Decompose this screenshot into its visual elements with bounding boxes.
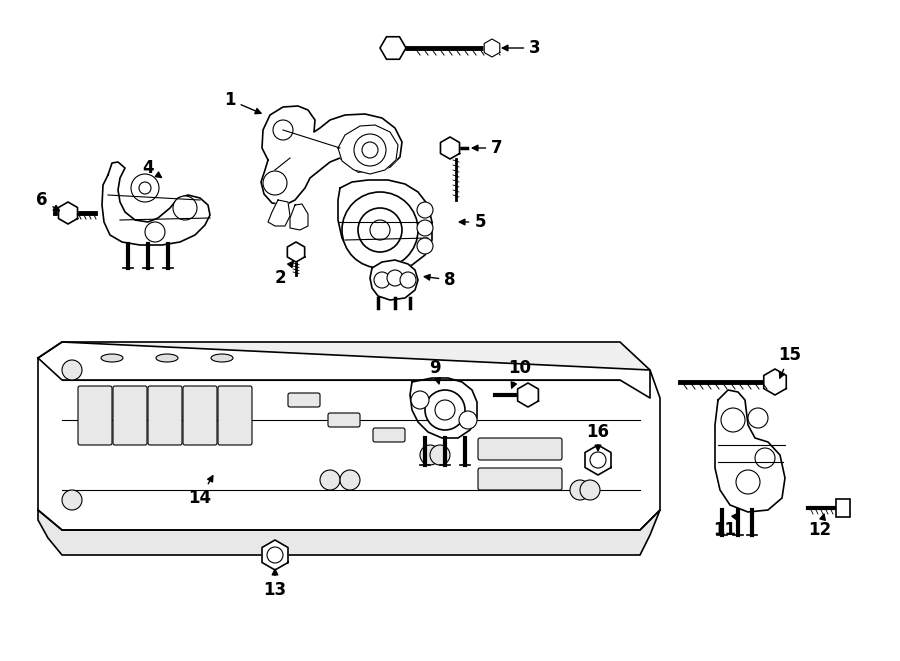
Circle shape <box>425 390 465 430</box>
Circle shape <box>387 270 403 286</box>
Polygon shape <box>410 378 477 438</box>
Polygon shape <box>440 137 460 159</box>
FancyBboxPatch shape <box>373 428 405 442</box>
Circle shape <box>362 142 378 158</box>
Text: 13: 13 <box>264 569 286 599</box>
Circle shape <box>430 445 450 465</box>
Text: 16: 16 <box>587 423 609 451</box>
Circle shape <box>736 470 760 494</box>
FancyBboxPatch shape <box>478 438 562 460</box>
Circle shape <box>400 272 416 288</box>
Text: 14: 14 <box>188 476 212 507</box>
Circle shape <box>267 547 283 563</box>
Text: 10: 10 <box>508 359 532 388</box>
Polygon shape <box>262 540 288 570</box>
Text: 6: 6 <box>36 191 59 211</box>
Polygon shape <box>338 125 398 174</box>
Circle shape <box>62 490 82 510</box>
Text: 8: 8 <box>424 271 455 289</box>
Circle shape <box>342 192 418 268</box>
Text: 7: 7 <box>472 139 503 157</box>
Circle shape <box>570 480 590 500</box>
FancyBboxPatch shape <box>183 386 217 445</box>
Circle shape <box>590 452 606 468</box>
Circle shape <box>62 360 82 380</box>
Text: 4: 4 <box>142 159 161 178</box>
Circle shape <box>417 202 433 218</box>
Polygon shape <box>38 510 660 555</box>
Polygon shape <box>585 445 611 475</box>
FancyBboxPatch shape <box>113 386 147 445</box>
Polygon shape <box>290 204 308 230</box>
Polygon shape <box>102 162 210 245</box>
Text: 12: 12 <box>808 514 832 539</box>
Ellipse shape <box>156 354 178 362</box>
Circle shape <box>273 120 293 140</box>
FancyBboxPatch shape <box>288 393 320 407</box>
Circle shape <box>417 238 433 254</box>
Circle shape <box>131 174 159 202</box>
Circle shape <box>370 220 390 240</box>
Polygon shape <box>261 106 402 205</box>
Circle shape <box>420 445 440 465</box>
Circle shape <box>139 182 151 194</box>
Ellipse shape <box>211 354 233 362</box>
FancyBboxPatch shape <box>218 386 252 445</box>
Polygon shape <box>518 383 538 407</box>
Text: 5: 5 <box>459 213 486 231</box>
Ellipse shape <box>101 354 123 362</box>
Polygon shape <box>380 37 406 59</box>
Circle shape <box>340 470 360 490</box>
Polygon shape <box>370 260 418 300</box>
Polygon shape <box>715 390 785 512</box>
Circle shape <box>417 220 433 236</box>
Circle shape <box>320 470 340 490</box>
Text: 1: 1 <box>224 91 261 114</box>
Circle shape <box>755 448 775 468</box>
Polygon shape <box>338 180 432 270</box>
Polygon shape <box>58 202 77 224</box>
FancyBboxPatch shape <box>148 386 182 445</box>
Text: 15: 15 <box>778 346 802 378</box>
Text: 2: 2 <box>274 261 293 287</box>
Circle shape <box>374 272 390 288</box>
Circle shape <box>580 480 600 500</box>
Polygon shape <box>484 39 500 57</box>
FancyBboxPatch shape <box>478 468 562 490</box>
Polygon shape <box>287 242 305 262</box>
Circle shape <box>354 134 386 166</box>
Circle shape <box>459 411 477 429</box>
FancyBboxPatch shape <box>836 499 850 517</box>
Circle shape <box>263 171 287 195</box>
Circle shape <box>435 400 455 420</box>
Circle shape <box>721 408 745 432</box>
FancyBboxPatch shape <box>328 413 360 427</box>
Polygon shape <box>38 342 660 530</box>
Text: 3: 3 <box>502 39 541 57</box>
FancyBboxPatch shape <box>78 386 112 445</box>
Circle shape <box>145 222 165 242</box>
Circle shape <box>358 208 402 252</box>
Polygon shape <box>764 369 787 395</box>
Circle shape <box>411 391 429 409</box>
Polygon shape <box>268 200 290 226</box>
Circle shape <box>748 408 768 428</box>
Text: 9: 9 <box>429 359 441 384</box>
Polygon shape <box>38 342 650 398</box>
Text: 11: 11 <box>714 514 737 539</box>
Circle shape <box>173 196 197 220</box>
